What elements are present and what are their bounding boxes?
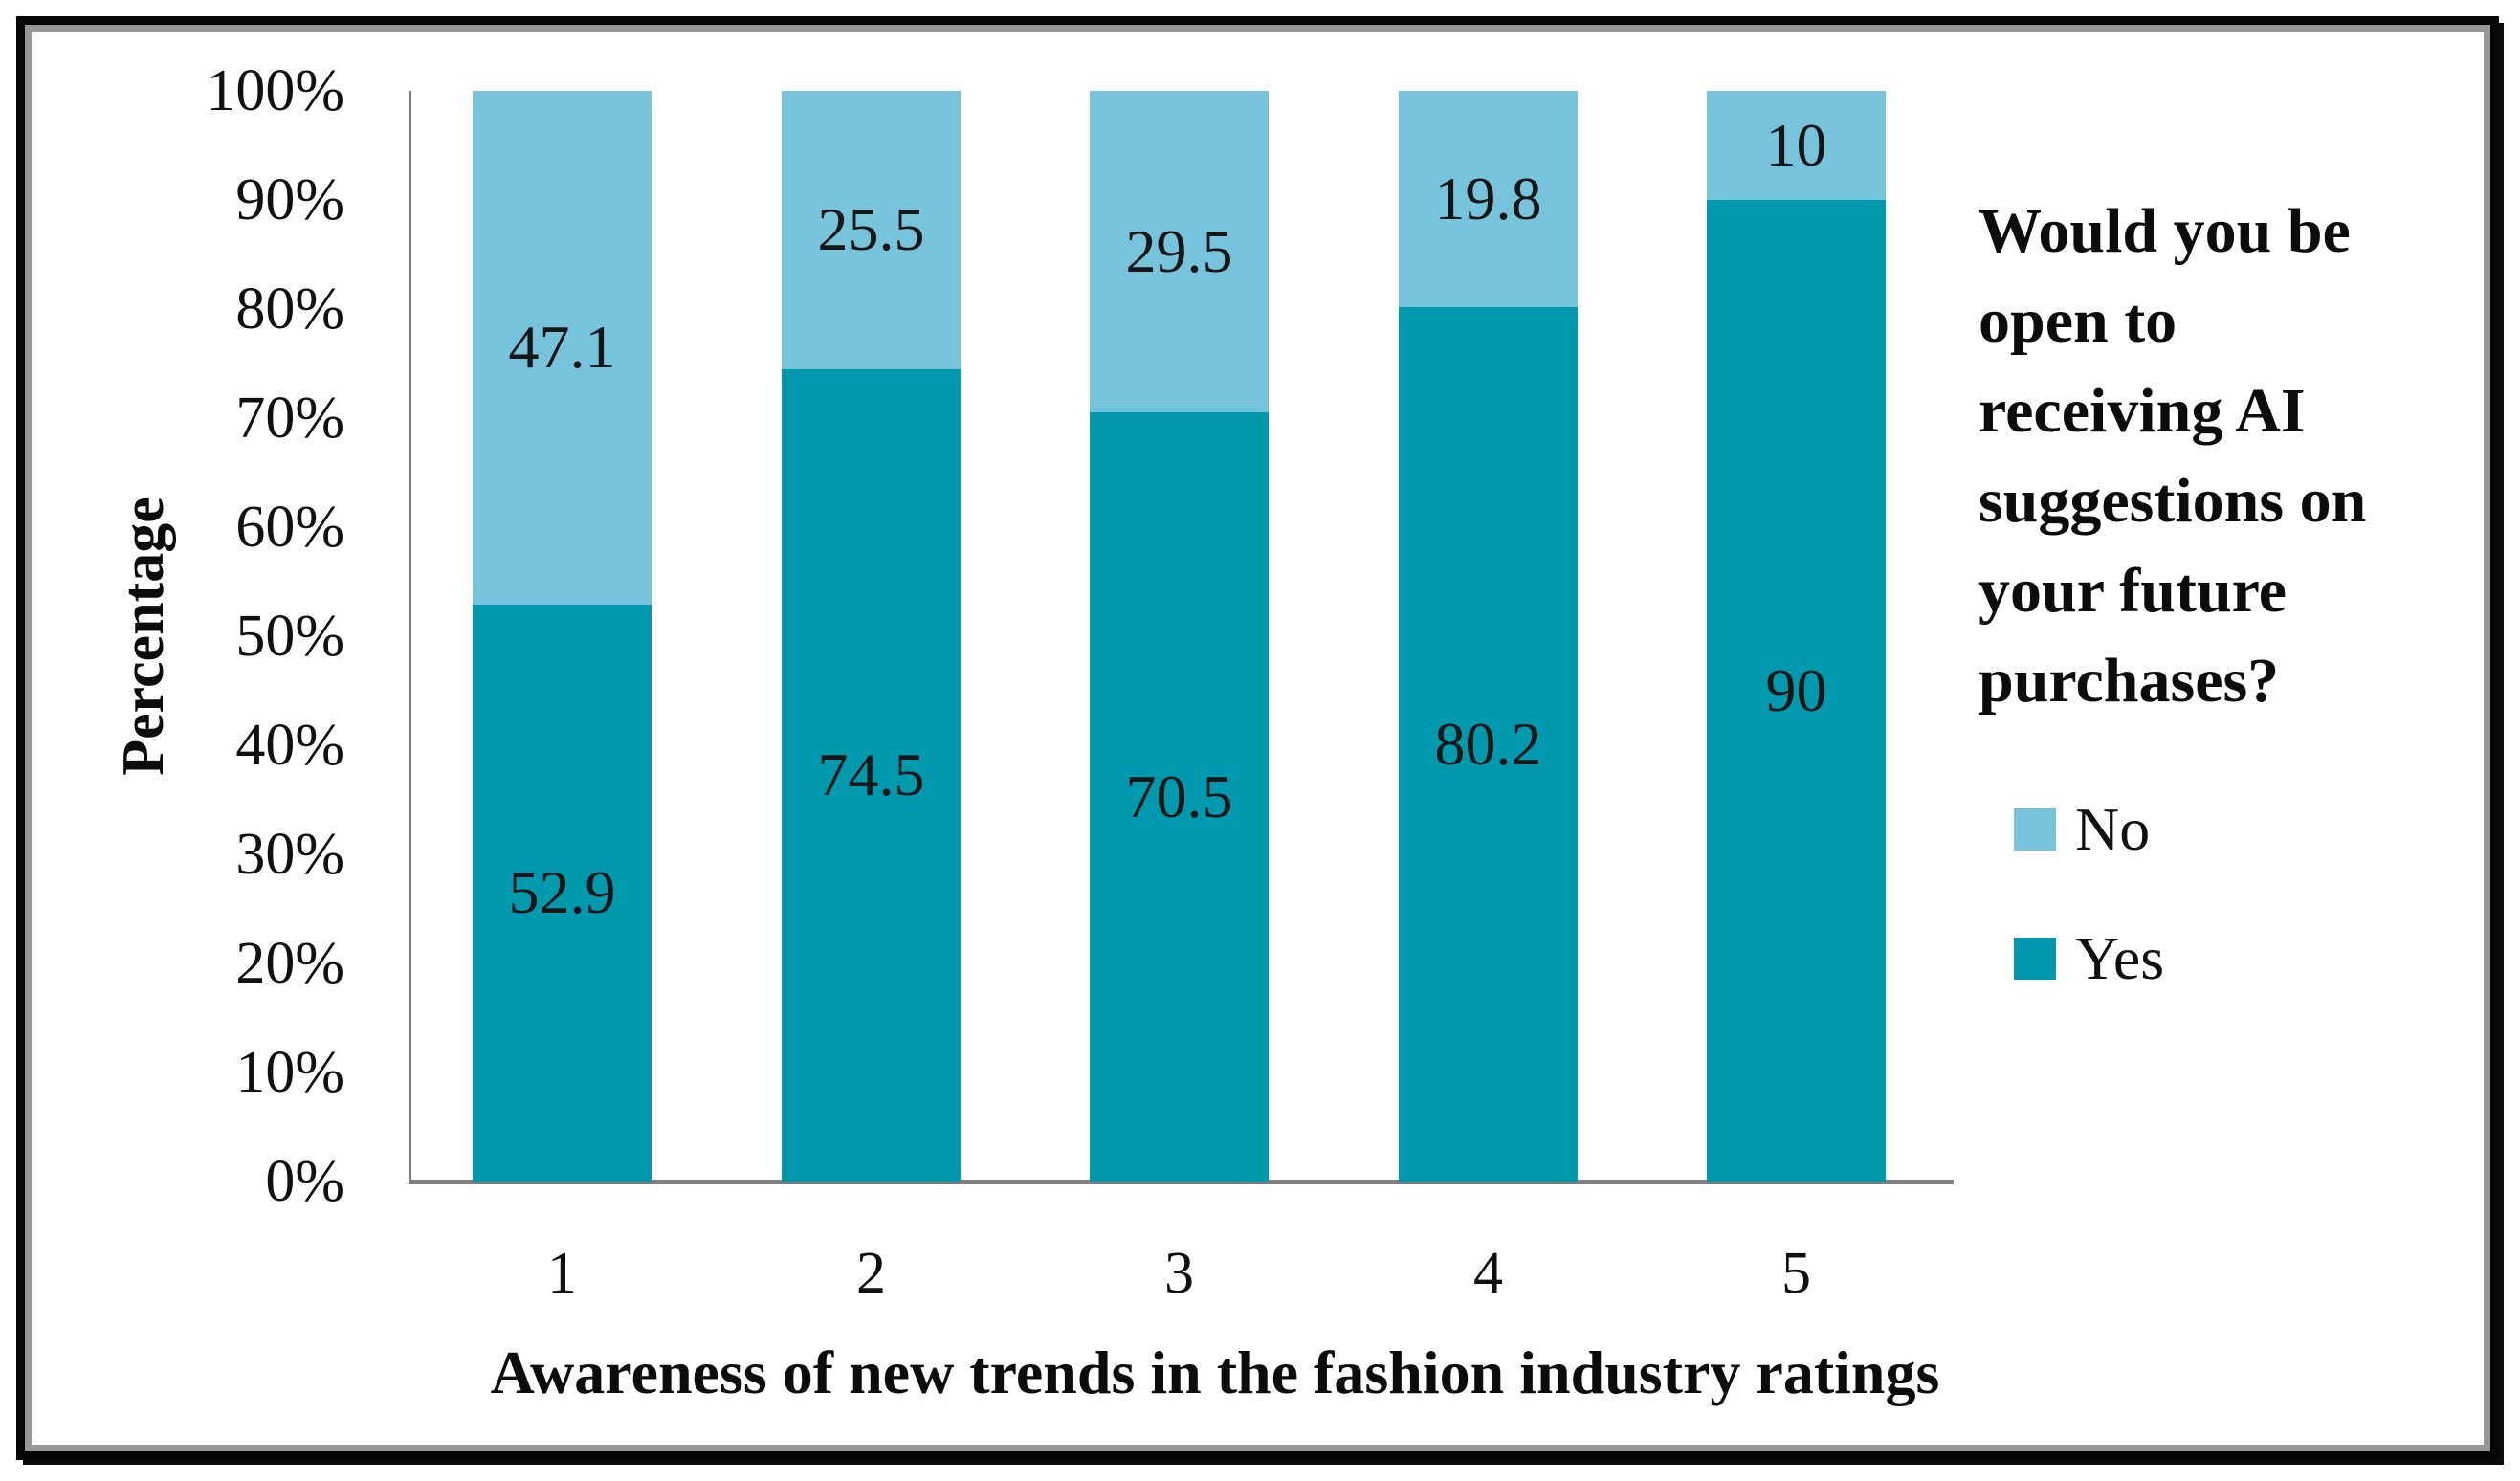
y-tick-label: 20% <box>235 931 344 996</box>
x-tick-label: 3 <box>1164 1241 1194 1306</box>
data-label-no: 25.5 <box>817 195 925 264</box>
segment-yes: 70.5 <box>1090 412 1269 1182</box>
y-tick-label: 70% <box>235 386 344 451</box>
legend-label: No <box>2075 795 2151 863</box>
y-tick-label: 80% <box>235 276 344 342</box>
y-tick-label: 90% <box>235 167 344 232</box>
bar-rating-3: 29.5 70.5 <box>1090 91 1269 1182</box>
segment-yes: 52.9 <box>473 604 652 1182</box>
data-label-no: 19.8 <box>1434 164 1542 232</box>
y-tick-label: 100% <box>206 58 344 123</box>
legend-title: Would you be open to receiving AI sugges… <box>1978 196 2367 716</box>
y-tick-label: 0% <box>265 1149 344 1214</box>
segment-no: 10 <box>1707 91 1886 200</box>
legend-label: Yes <box>2075 924 2165 992</box>
x-axis-line <box>409 1180 1954 1184</box>
data-label-yes: 90 <box>1765 656 1827 724</box>
segment-no: 47.1 <box>473 91 652 605</box>
segment-yes: 74.5 <box>782 368 961 1182</box>
bar-rating-4: 19.8 80.2 <box>1399 91 1578 1182</box>
legend-item-no: No <box>2014 799 2150 860</box>
segment-yes: 90 <box>1707 200 1886 1182</box>
data-label-no: 10 <box>1765 111 1827 179</box>
data-label-yes: 70.5 <box>1125 763 1233 831</box>
data-label-yes: 52.9 <box>508 858 616 927</box>
segment-no: 19.8 <box>1399 91 1578 307</box>
y-tick-label: 50% <box>235 604 344 669</box>
bar-rating-5: 10 90 <box>1707 91 1886 1182</box>
x-tick-label: 2 <box>856 1241 886 1306</box>
legend-item-yes: Yes <box>2014 928 2164 989</box>
x-tick-label: 1 <box>547 1241 577 1306</box>
data-label-yes: 74.5 <box>817 740 925 809</box>
data-label-no: 47.1 <box>508 313 616 382</box>
legend-swatch-icon <box>2014 808 2056 851</box>
x-axis-title: Awareness of new trends in the fashion i… <box>490 1338 1940 1406</box>
legend-swatch-icon <box>2014 938 2056 980</box>
x-tick-label: 5 <box>1781 1241 1811 1306</box>
data-label-no: 29.5 <box>1125 217 1233 286</box>
y-tick-label: 30% <box>235 822 344 887</box>
bar-rating-1: 47.1 52.9 <box>473 91 652 1182</box>
data-label-yes: 80.2 <box>1434 709 1542 778</box>
segment-no: 29.5 <box>1090 91 1269 413</box>
y-tick-label: 10% <box>235 1040 344 1105</box>
y-tick-label: 40% <box>235 713 344 778</box>
segment-yes: 80.2 <box>1399 306 1578 1182</box>
bar-rating-2: 25.5 74.5 <box>782 91 961 1182</box>
y-tick-label: 60% <box>235 495 344 560</box>
y-axis-line <box>409 91 411 1184</box>
segment-no: 25.5 <box>782 91 961 369</box>
x-tick-label: 4 <box>1473 1241 1503 1306</box>
